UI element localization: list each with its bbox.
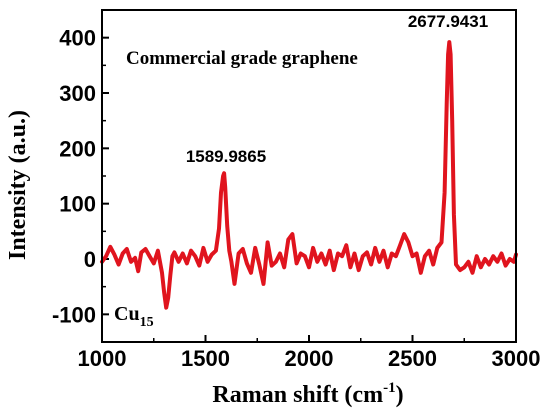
series-layer	[100, 40, 518, 310]
axis-ticks: 1000 1500 2000 2500 3000 -100 0 100 200 300 400	[52, 9, 541, 371]
y-tick-label: 100	[59, 192, 96, 217]
x-axis-title-main: Raman shift (cm	[212, 382, 383, 408]
x-tick-label: 1000	[78, 346, 127, 371]
plot-frame	[101, 9, 517, 343]
y-tick-label: 0	[84, 247, 96, 272]
x-axis-title: Raman shift (cm-1)	[212, 380, 403, 408]
cu-label-main: Cu	[114, 303, 140, 325]
sample-label: Commercial grade graphene	[126, 48, 358, 69]
cu-label: Cu15	[114, 303, 154, 330]
peak-label-1: 1589.9865	[186, 147, 266, 166]
y-axis-title: Intensity (a.u.)	[5, 110, 31, 260]
x-tick-label: 2000	[285, 346, 334, 371]
cu-label-sub: 15	[140, 315, 154, 330]
y-tick-label: 300	[59, 81, 96, 106]
x-axis-title-end: )	[396, 382, 404, 408]
peak-label-2: 2677.9431	[408, 12, 488, 31]
x-axis-title-sup: -1	[383, 380, 396, 396]
spectrum-line	[100, 40, 518, 310]
x-tick-label: 3000	[492, 346, 541, 371]
x-tick-label: 1500	[181, 346, 230, 371]
y-tick-label: 200	[59, 136, 96, 161]
y-tick-label: -100	[52, 302, 96, 327]
x-tick-label: 2500	[388, 346, 437, 371]
y-tick-label: 400	[59, 26, 96, 51]
